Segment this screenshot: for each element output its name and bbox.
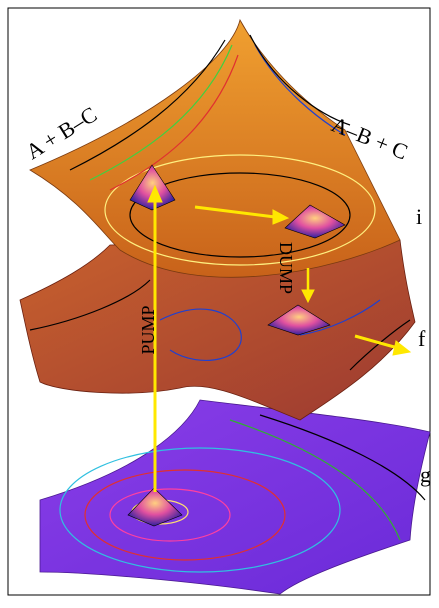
state-label: i xyxy=(416,204,422,229)
figure: A + B–C A–B + C i f g PUMP DUMP xyxy=(0,0,439,603)
state-label: f xyxy=(418,326,426,351)
dump-label: DUMP xyxy=(276,242,296,294)
page: A + B–C A–B + C i f g PUMP DUMP (() => {… xyxy=(0,0,439,603)
state-label: g xyxy=(420,462,431,487)
pump-label: PUMP xyxy=(138,305,158,354)
